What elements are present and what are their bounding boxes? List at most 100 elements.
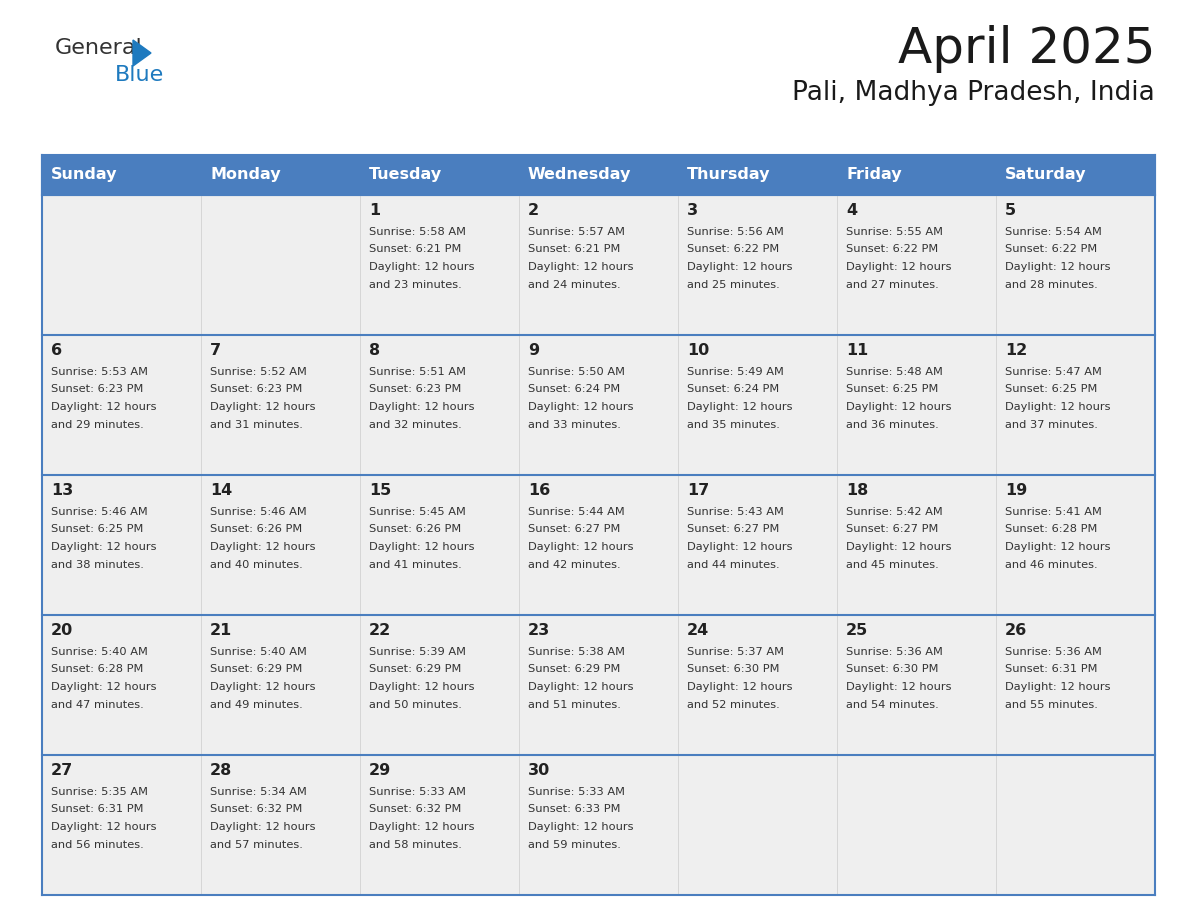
- Bar: [996, 155, 1155, 195]
- Text: and 44 minutes.: and 44 minutes.: [687, 559, 779, 569]
- Text: and 28 minutes.: and 28 minutes.: [1005, 279, 1098, 289]
- Bar: [201, 155, 360, 195]
- Text: and 51 minutes.: and 51 minutes.: [527, 700, 621, 710]
- Text: and 33 minutes.: and 33 minutes.: [527, 420, 621, 430]
- Text: and 36 minutes.: and 36 minutes.: [846, 420, 939, 430]
- Text: Sunset: 6:32 PM: Sunset: 6:32 PM: [210, 804, 303, 814]
- Text: Tuesday: Tuesday: [369, 167, 442, 183]
- Text: 20: 20: [51, 623, 74, 638]
- Text: Monday: Monday: [210, 167, 280, 183]
- Text: 15: 15: [369, 483, 391, 498]
- Bar: [42, 155, 1155, 195]
- Text: 17: 17: [687, 483, 709, 498]
- Text: 12: 12: [1005, 343, 1028, 358]
- Text: Sunset: 6:23 PM: Sunset: 6:23 PM: [51, 385, 144, 395]
- Text: Daylight: 12 hours: Daylight: 12 hours: [846, 402, 952, 412]
- Text: Sunrise: 5:37 AM: Sunrise: 5:37 AM: [687, 647, 784, 657]
- Text: Sunset: 6:22 PM: Sunset: 6:22 PM: [846, 244, 939, 254]
- Text: Sunset: 6:25 PM: Sunset: 6:25 PM: [51, 524, 144, 534]
- Text: Daylight: 12 hours: Daylight: 12 hours: [527, 262, 633, 272]
- Text: Sunset: 6:25 PM: Sunset: 6:25 PM: [1005, 385, 1098, 395]
- Text: Daylight: 12 hours: Daylight: 12 hours: [1005, 542, 1111, 552]
- Text: and 37 minutes.: and 37 minutes.: [1005, 420, 1098, 430]
- Text: Daylight: 12 hours: Daylight: 12 hours: [687, 542, 792, 552]
- Text: Sunrise: 5:35 AM: Sunrise: 5:35 AM: [51, 787, 148, 797]
- Text: Sunset: 6:31 PM: Sunset: 6:31 PM: [1005, 665, 1098, 675]
- Text: Daylight: 12 hours: Daylight: 12 hours: [210, 822, 316, 832]
- Bar: [42, 155, 201, 195]
- Text: Sunrise: 5:45 AM: Sunrise: 5:45 AM: [369, 507, 466, 517]
- Text: and 38 minutes.: and 38 minutes.: [51, 559, 144, 569]
- Text: Sunset: 6:21 PM: Sunset: 6:21 PM: [369, 244, 461, 254]
- Text: Sunrise: 5:56 AM: Sunrise: 5:56 AM: [687, 227, 784, 237]
- Text: 23: 23: [527, 623, 550, 638]
- Text: Sunset: 6:32 PM: Sunset: 6:32 PM: [369, 804, 461, 814]
- Text: 18: 18: [846, 483, 868, 498]
- Bar: [678, 155, 838, 195]
- Bar: [42, 615, 1155, 755]
- Bar: [42, 475, 1155, 615]
- Text: Sunrise: 5:43 AM: Sunrise: 5:43 AM: [687, 507, 784, 517]
- Text: and 58 minutes.: and 58 minutes.: [369, 839, 462, 849]
- Text: Sunset: 6:24 PM: Sunset: 6:24 PM: [687, 385, 779, 395]
- Text: and 59 minutes.: and 59 minutes.: [527, 839, 621, 849]
- Text: Sunday: Sunday: [51, 167, 118, 183]
- Text: Sunrise: 5:34 AM: Sunrise: 5:34 AM: [210, 787, 307, 797]
- Text: Sunrise: 5:39 AM: Sunrise: 5:39 AM: [369, 647, 466, 657]
- Text: Sunset: 6:30 PM: Sunset: 6:30 PM: [687, 665, 779, 675]
- Text: Daylight: 12 hours: Daylight: 12 hours: [1005, 402, 1111, 412]
- Text: Sunset: 6:28 PM: Sunset: 6:28 PM: [51, 665, 144, 675]
- Text: 4: 4: [846, 203, 857, 218]
- Text: Sunrise: 5:42 AM: Sunrise: 5:42 AM: [846, 507, 943, 517]
- Text: Thursday: Thursday: [687, 167, 771, 183]
- Bar: [838, 155, 996, 195]
- Text: Sunset: 6:24 PM: Sunset: 6:24 PM: [527, 385, 620, 395]
- Text: Blue: Blue: [115, 65, 164, 85]
- Bar: [519, 155, 678, 195]
- Text: Daylight: 12 hours: Daylight: 12 hours: [527, 542, 633, 552]
- Text: Sunrise: 5:58 AM: Sunrise: 5:58 AM: [369, 227, 466, 237]
- Text: Daylight: 12 hours: Daylight: 12 hours: [51, 542, 157, 552]
- Text: Sunset: 6:33 PM: Sunset: 6:33 PM: [527, 804, 620, 814]
- Text: and 25 minutes.: and 25 minutes.: [687, 279, 779, 289]
- Text: 29: 29: [369, 763, 391, 778]
- Text: 1: 1: [369, 203, 380, 218]
- Text: 11: 11: [846, 343, 868, 358]
- Text: General: General: [55, 38, 143, 58]
- Text: Sunrise: 5:36 AM: Sunrise: 5:36 AM: [846, 647, 943, 657]
- Text: and 57 minutes.: and 57 minutes.: [210, 839, 303, 849]
- Text: Sunrise: 5:51 AM: Sunrise: 5:51 AM: [369, 367, 466, 377]
- Text: Sunrise: 5:53 AM: Sunrise: 5:53 AM: [51, 367, 148, 377]
- Text: 24: 24: [687, 623, 709, 638]
- Text: Sunset: 6:29 PM: Sunset: 6:29 PM: [210, 665, 303, 675]
- Text: Sunrise: 5:40 AM: Sunrise: 5:40 AM: [51, 647, 147, 657]
- Text: 2: 2: [527, 203, 539, 218]
- Text: 6: 6: [51, 343, 62, 358]
- Text: Daylight: 12 hours: Daylight: 12 hours: [527, 402, 633, 412]
- Text: Wednesday: Wednesday: [527, 167, 631, 183]
- Text: Daylight: 12 hours: Daylight: 12 hours: [687, 402, 792, 412]
- Text: Daylight: 12 hours: Daylight: 12 hours: [210, 542, 316, 552]
- Text: Sunset: 6:27 PM: Sunset: 6:27 PM: [846, 524, 939, 534]
- Text: and 31 minutes.: and 31 minutes.: [210, 420, 303, 430]
- Text: Sunset: 6:26 PM: Sunset: 6:26 PM: [369, 524, 461, 534]
- Text: Daylight: 12 hours: Daylight: 12 hours: [1005, 682, 1111, 692]
- Text: Daylight: 12 hours: Daylight: 12 hours: [1005, 262, 1111, 272]
- Text: Daylight: 12 hours: Daylight: 12 hours: [210, 402, 316, 412]
- Text: Sunset: 6:22 PM: Sunset: 6:22 PM: [1005, 244, 1098, 254]
- Text: Sunrise: 5:38 AM: Sunrise: 5:38 AM: [527, 647, 625, 657]
- Text: Sunrise: 5:41 AM: Sunrise: 5:41 AM: [1005, 507, 1102, 517]
- Text: Daylight: 12 hours: Daylight: 12 hours: [369, 402, 474, 412]
- Text: Daylight: 12 hours: Daylight: 12 hours: [687, 682, 792, 692]
- Text: 26: 26: [1005, 623, 1028, 638]
- Text: Daylight: 12 hours: Daylight: 12 hours: [846, 262, 952, 272]
- Text: Sunset: 6:28 PM: Sunset: 6:28 PM: [1005, 524, 1098, 534]
- Text: and 47 minutes.: and 47 minutes.: [51, 700, 144, 710]
- Text: Sunrise: 5:46 AM: Sunrise: 5:46 AM: [210, 507, 307, 517]
- Bar: [360, 155, 519, 195]
- Text: 9: 9: [527, 343, 539, 358]
- Text: and 50 minutes.: and 50 minutes.: [369, 700, 462, 710]
- Text: and 56 minutes.: and 56 minutes.: [51, 839, 144, 849]
- Text: Saturday: Saturday: [1005, 167, 1087, 183]
- Text: Sunrise: 5:50 AM: Sunrise: 5:50 AM: [527, 367, 625, 377]
